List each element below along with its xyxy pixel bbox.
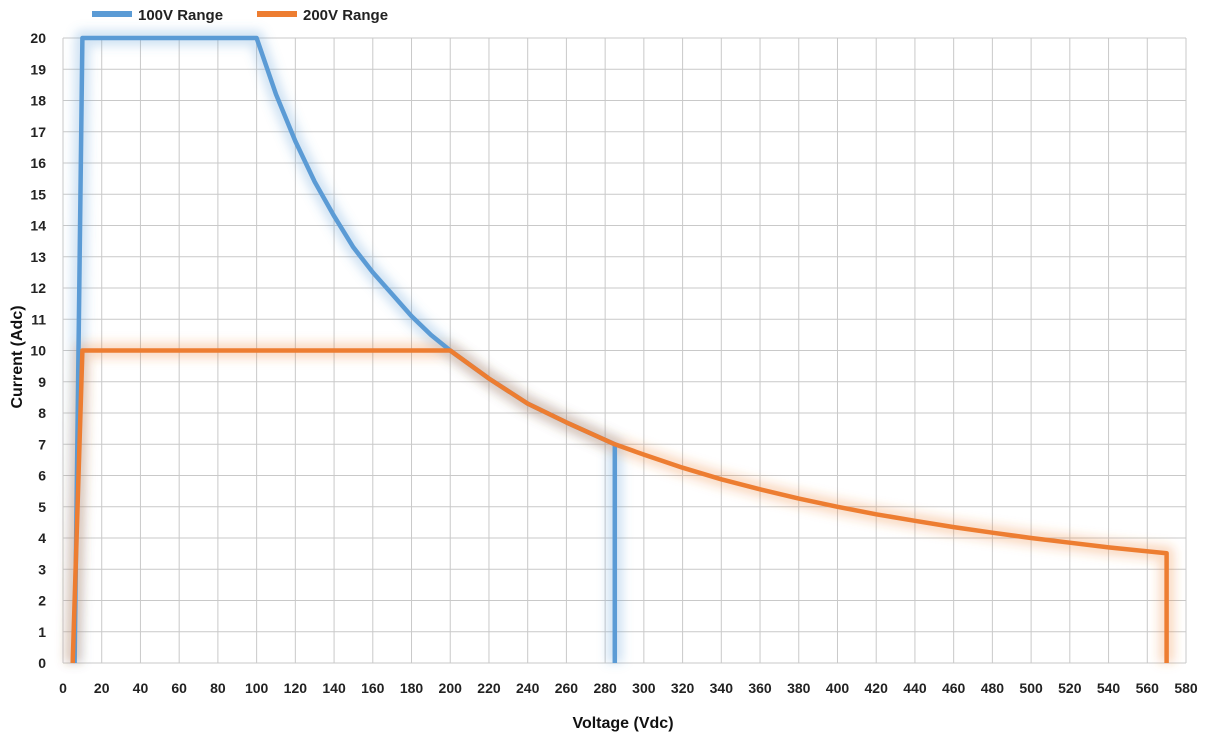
x-tick-label-360: 360 bbox=[748, 680, 772, 696]
x-tick-label-460: 460 bbox=[942, 680, 966, 696]
legend-label-100v-range: 100V Range bbox=[138, 7, 223, 24]
y-tick-label-0: 0 bbox=[38, 655, 46, 671]
y-tick-label-10: 10 bbox=[30, 343, 46, 359]
x-tick-label-60: 60 bbox=[171, 680, 187, 696]
x-tick-label-140: 140 bbox=[322, 680, 346, 696]
y-tick-label-11: 11 bbox=[31, 311, 46, 327]
x-tick-label-560: 560 bbox=[1136, 680, 1160, 696]
gridlines bbox=[62, 37, 1187, 664]
y-tick-label-2: 2 bbox=[38, 593, 46, 609]
x-tick-label-260: 260 bbox=[555, 680, 579, 696]
y-tick-label-4: 4 bbox=[38, 530, 46, 546]
x-tick-label-520: 520 bbox=[1058, 680, 1082, 696]
y-tick-label-19: 19 bbox=[30, 61, 46, 77]
series-line-200v-range bbox=[70, 348, 1169, 664]
x-tick-label-300: 300 bbox=[632, 680, 656, 696]
x-tick-label-80: 80 bbox=[210, 680, 226, 696]
x-tick-label-380: 380 bbox=[787, 680, 811, 696]
y-tick-label-8: 8 bbox=[38, 405, 46, 421]
x-axis-title: Voltage (Vdc) bbox=[572, 715, 673, 732]
x-tick-label-200: 200 bbox=[439, 680, 463, 696]
x-tick-label-120: 120 bbox=[284, 680, 308, 696]
y-tick-label-17: 17 bbox=[30, 124, 46, 140]
y-tick-label-14: 14 bbox=[30, 218, 46, 234]
x-tick-label-180: 180 bbox=[400, 680, 424, 696]
x-tick-label-400: 400 bbox=[826, 680, 850, 696]
x-tick-label-420: 420 bbox=[865, 680, 889, 696]
x-tick-label-100: 100 bbox=[245, 680, 269, 696]
x-tick-label-340: 340 bbox=[710, 680, 734, 696]
x-tick-label-160: 160 bbox=[361, 680, 385, 696]
x-tick-label-240: 240 bbox=[516, 680, 540, 696]
y-tick-label-20: 20 bbox=[30, 30, 46, 46]
y-tick-label-6: 6 bbox=[38, 468, 46, 484]
x-tick-label-320: 320 bbox=[671, 680, 695, 696]
y-tick-label-12: 12 bbox=[30, 280, 46, 296]
x-tick-label-0: 0 bbox=[59, 680, 67, 696]
y-axis-title: Current (Adc) bbox=[9, 305, 26, 408]
x-tick-label-480: 480 bbox=[981, 680, 1005, 696]
x-tick-labels: 0 20 40 60 80 100 120 140 160 180 200 220 240 260 280 3… bbox=[59, 680, 1198, 696]
x-tick-label-580: 580 bbox=[1174, 680, 1198, 696]
y-tick-label-1: 1 bbox=[38, 624, 46, 640]
y-tick-label-13: 13 bbox=[30, 249, 46, 265]
x-tick-label-440: 440 bbox=[903, 680, 927, 696]
x-tick-label-280: 280 bbox=[593, 680, 617, 696]
x-tick-label-540: 540 bbox=[1097, 680, 1121, 696]
y-tick-label-3: 3 bbox=[38, 561, 46, 577]
legend-label-200v-range: 200V Range bbox=[303, 7, 388, 24]
y-tick-label-18: 18 bbox=[30, 93, 46, 109]
y-tick-label-9: 9 bbox=[38, 374, 46, 390]
y-tick-label-15: 15 bbox=[30, 186, 46, 202]
y-tick-label-16: 16 bbox=[30, 155, 46, 171]
x-tick-label-500: 500 bbox=[1019, 680, 1043, 696]
series-layer bbox=[70, 35, 1169, 664]
legend: 100V Range 200V Range bbox=[92, 7, 388, 24]
x-tick-label-220: 220 bbox=[477, 680, 501, 696]
y-tick-label-5: 5 bbox=[38, 499, 46, 515]
y-tick-label-7: 7 bbox=[38, 436, 46, 452]
x-tick-label-40: 40 bbox=[133, 680, 149, 696]
x-tick-label-20: 20 bbox=[94, 680, 110, 696]
